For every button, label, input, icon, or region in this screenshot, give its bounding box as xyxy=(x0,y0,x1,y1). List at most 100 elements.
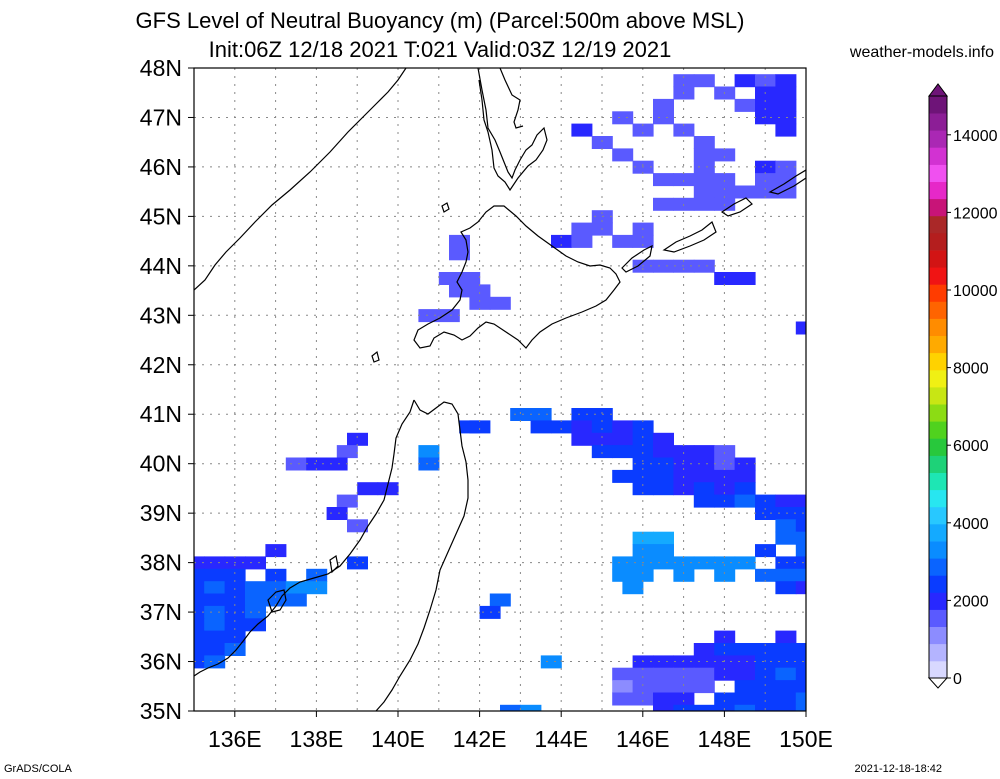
buoyancy-cell xyxy=(673,692,695,706)
buoyancy-cell xyxy=(632,123,654,137)
buoyancy-cell xyxy=(591,445,613,459)
buoyancy-cell xyxy=(714,445,736,459)
colorbar-swatch xyxy=(929,592,947,610)
buoyancy-cell xyxy=(285,593,307,607)
buoyancy-cell xyxy=(775,556,797,570)
buoyancy-cell xyxy=(755,544,776,558)
buoyancy-cell xyxy=(438,272,460,285)
buoyancy-cell xyxy=(795,494,806,508)
buoyancy-cell xyxy=(795,556,806,570)
buoyancy-cell xyxy=(194,618,205,632)
buoyancy-cell xyxy=(245,556,266,570)
buoyancy-cell xyxy=(612,680,634,694)
buoyancy-cell xyxy=(714,643,736,656)
buoyancy-cell xyxy=(632,420,654,434)
buoyancy-cell xyxy=(612,445,634,459)
colorbar-swatch xyxy=(929,404,947,422)
buoyancy-cell xyxy=(265,568,287,582)
colorbar: 14000 12000 10000 8000 6000 4000 2000 0 xyxy=(927,83,998,689)
buoyancy-cell xyxy=(612,148,634,162)
colorbar-swatch xyxy=(929,215,947,234)
lon-label: 146E xyxy=(616,726,670,752)
colorbar-swatch xyxy=(929,523,947,542)
colorbar-swatch xyxy=(929,575,947,593)
buoyancy-cell xyxy=(612,568,634,582)
buoyancy-cell xyxy=(194,556,205,570)
buoyancy-cell xyxy=(622,581,644,595)
buoyancy-cell xyxy=(245,581,266,595)
colorbar-swatch xyxy=(929,267,947,285)
buoyancy-cell xyxy=(326,507,348,520)
buoyancy-cell xyxy=(653,704,674,711)
buoyancy-cell xyxy=(204,605,226,619)
colorbar-label: 10000 xyxy=(953,283,998,300)
buoyancy-cell xyxy=(204,643,226,656)
buoyancy-cell xyxy=(612,667,634,681)
buoyancy-cell xyxy=(653,556,674,570)
buoyancy-cell xyxy=(693,680,715,694)
buoyancy-cell xyxy=(693,445,715,459)
buoyancy-cell xyxy=(673,445,695,459)
lat-label: 47N xyxy=(140,104,182,130)
buoyancy-cell xyxy=(795,544,806,558)
buoyancy-cell xyxy=(653,667,674,681)
buoyancy-cell xyxy=(357,482,379,496)
buoyancy-cell xyxy=(224,593,246,607)
lat-label: 48N xyxy=(140,55,182,81)
buoyancy-cell xyxy=(775,507,797,520)
buoyancy-cell xyxy=(194,568,205,582)
buoyancy-cell xyxy=(591,136,613,149)
footer-software: GrADS/COLA xyxy=(4,763,72,775)
buoyancy-cell xyxy=(693,173,715,187)
buoyancy-cell xyxy=(775,667,797,681)
buoyancy-cell xyxy=(755,643,776,656)
buoyancy-cell xyxy=(653,457,674,471)
buoyancy-cell xyxy=(204,556,226,570)
colorbar-swatch xyxy=(929,232,947,251)
colorbar-swatch xyxy=(929,643,947,662)
buoyancy-cell xyxy=(693,704,715,711)
colorbar-frame xyxy=(928,95,948,679)
kuril-island-2 xyxy=(662,221,717,253)
chart-title-line-2: Init:06Z 12/18 2021 T:021 Valid:03Z 12/1… xyxy=(208,37,672,62)
buoyancy-cell xyxy=(693,136,715,149)
site-label: weather-models.info xyxy=(849,44,994,61)
buoyancy-cell xyxy=(632,544,654,558)
buoyancy-cell xyxy=(714,173,736,187)
buoyancy-cell xyxy=(326,457,348,471)
buoyancy-cell xyxy=(734,74,756,88)
buoyancy-cell xyxy=(714,692,736,706)
buoyancy-cell xyxy=(449,247,470,261)
buoyancy-cell xyxy=(734,272,756,285)
sakhalin-coast xyxy=(477,68,548,192)
buoyancy-cell xyxy=(734,482,756,496)
buoyancy-cell xyxy=(204,655,226,669)
buoyancy-cell xyxy=(571,432,593,446)
buoyancy-cell xyxy=(795,531,806,545)
footer-timestamp: 2021-12-18-18:42 xyxy=(854,763,942,775)
buoyancy-cell xyxy=(795,568,806,582)
buoyancy-cell xyxy=(204,581,226,595)
buoyancy-cell xyxy=(653,111,674,125)
colorbar-label: 14000 xyxy=(953,128,998,145)
buoyancy-cell xyxy=(612,234,634,248)
latitude-labels: 48N 47N 46N 45N 44N 43N 42N 41N 40N 39N 38N 37N 36N 3… xyxy=(140,55,194,724)
buoyancy-cell xyxy=(653,197,674,211)
buoyancy-cell xyxy=(632,445,654,459)
buoyancy-cell xyxy=(775,185,797,199)
buoyancy-cell xyxy=(714,185,736,199)
buoyancy-cell xyxy=(510,408,532,421)
lon-label: 136E xyxy=(208,726,262,752)
buoyancy-cell xyxy=(653,680,674,694)
buoyancy-cell xyxy=(775,568,797,582)
lat-label: 41N xyxy=(140,401,182,427)
buoyancy-cell xyxy=(795,321,806,335)
buoyancy-cell xyxy=(693,667,715,681)
buoyancy-cell xyxy=(336,494,358,508)
buoyancy-cell xyxy=(734,680,756,694)
buoyancy-cell xyxy=(612,556,634,570)
buoyancy-cell xyxy=(734,457,756,471)
rishiri-island xyxy=(441,202,450,213)
buoyancy-cell xyxy=(224,618,246,632)
